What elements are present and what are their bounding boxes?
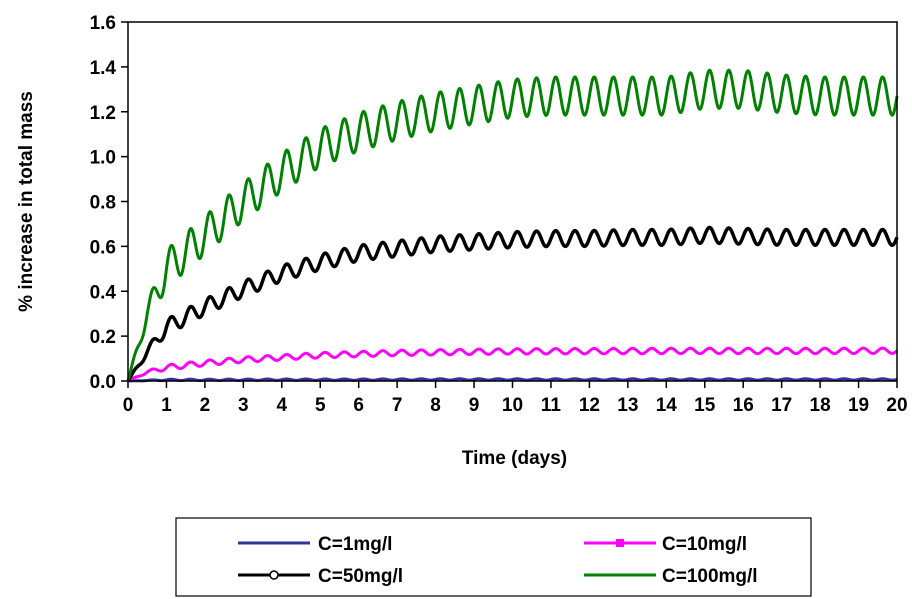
y-tick-label: 1.2: [90, 103, 116, 124]
y-tick-label: 0.6: [90, 237, 116, 258]
x-tick-label: 8: [430, 395, 441, 416]
legend-label-1: C=1mg/l: [318, 534, 392, 555]
x-axis-title: Time (days): [462, 448, 567, 469]
y-tick-label: 0.8: [90, 193, 116, 214]
x-tick-label: 16: [733, 395, 754, 416]
y-tick-label: 1.6: [90, 13, 116, 34]
series-line-4: [126, 68, 899, 382]
x-tick-label: 12: [579, 395, 600, 416]
x-tick-label: 17: [771, 395, 792, 416]
y-tick-label: 1.4: [90, 58, 117, 79]
x-tick-label: 9: [469, 395, 480, 416]
x-tick-label: 7: [392, 395, 403, 416]
legend-marker-square: [616, 539, 624, 547]
y-tick-label: 0.4: [90, 282, 117, 303]
x-tick-label: 5: [315, 395, 326, 416]
plot-area: [127, 21, 898, 382]
legend-label-4: C=100mg/l: [662, 566, 758, 587]
y-tick-label: 0.2: [90, 327, 116, 348]
series-line-2: [126, 346, 899, 383]
x-tick-label: 15: [694, 395, 716, 416]
x-tick-label: 0: [123, 395, 134, 416]
x-axis-ticks: 0 1 2 3 4 5 6 7 8 9 10 11 12 13 14 15 16 17 18 19 20: [123, 381, 908, 416]
legend-label-2: C=10mg/l: [662, 534, 747, 555]
x-tick-label: 2: [200, 395, 211, 416]
x-tick-label: 13: [617, 395, 638, 416]
x-tick-label: 19: [848, 395, 869, 416]
y-axis-ticks: 0.0 0.2 0.4 0.6 0.8 1.0 1.2 1.4 1.6: [90, 13, 128, 393]
x-tick-label: 3: [238, 395, 249, 416]
series-layer: [126, 68, 899, 383]
legend: C=1mg/l C=10mg/l C=50mg/l C=100mg/l: [175, 517, 812, 597]
y-tick-label: 1.0: [90, 148, 116, 169]
y-axis-title: % increase in total mass: [16, 91, 37, 312]
legend-box: [175, 517, 812, 597]
x-tick-label: 14: [656, 395, 678, 416]
series-line-3: [126, 225, 899, 383]
legend-label-3: C=50mg/l: [318, 566, 403, 587]
x-tick-label: 10: [502, 395, 523, 416]
x-tick-label: 4: [277, 395, 288, 416]
x-tick-label: 18: [810, 395, 831, 416]
x-tick-label: 11: [541, 395, 562, 416]
x-tick-label: 1: [161, 395, 172, 416]
x-tick-label: 20: [886, 395, 907, 416]
y-tick-label: 0.0: [90, 372, 116, 393]
x-tick-label: 6: [353, 395, 364, 416]
legend-marker-circle: [269, 570, 279, 580]
